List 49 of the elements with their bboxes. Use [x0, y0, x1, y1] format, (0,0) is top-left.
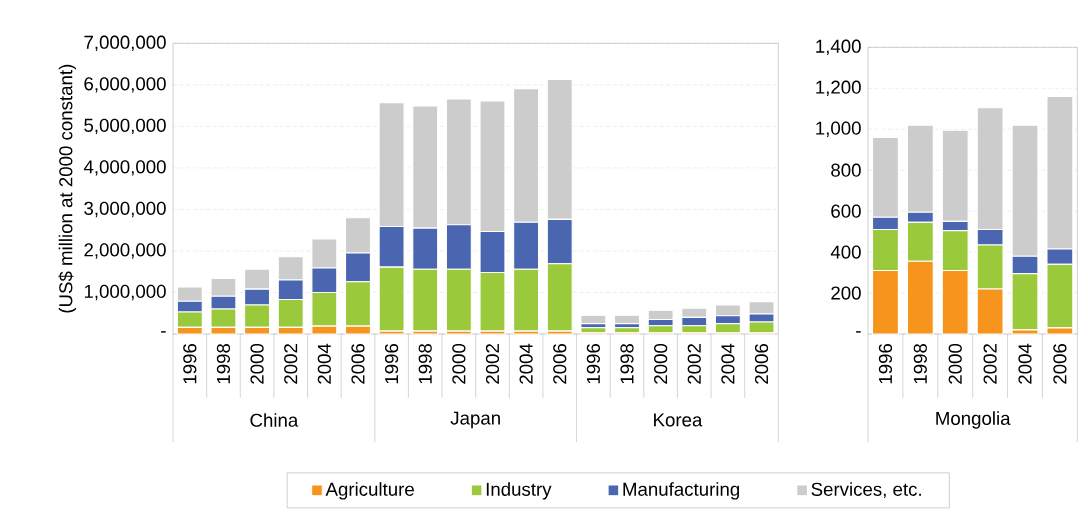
- y-tick-label: 3,000,000: [84, 201, 166, 218]
- x-tick-label: 2006: [553, 343, 567, 384]
- y-tick-label: -: [856, 331, 861, 333]
- x-tick-label: 1996: [586, 343, 600, 384]
- x-tick-label: 1998: [216, 343, 231, 384]
- legend-label: Manufacturing: [623, 482, 740, 500]
- x-tick-label: 2002: [485, 344, 500, 384]
- x-tick-label: 2004: [317, 343, 331, 384]
- x-tick-label: 2000: [948, 343, 962, 384]
- x-tick-label: 1996: [878, 343, 893, 384]
- y-tick-label: 4,000,000: [83, 160, 166, 176]
- x-tick-label: 2004: [721, 343, 735, 384]
- x-tick-label: 1996: [183, 343, 197, 384]
- y-tick-label: 1,400: [816, 39, 861, 56]
- x-tick-label: 2004: [519, 343, 533, 384]
- legend-label: Services, etc.: [811, 482, 921, 499]
- x-tick-label: 1998: [418, 343, 432, 384]
- x-tick-label: 1996: [384, 343, 399, 384]
- x-tick-label: 1998: [913, 343, 927, 384]
- y-tick-label: -: [161, 331, 166, 333]
- y-tick-label: 1,000: [816, 121, 861, 137]
- y-tick-label: 1,200: [816, 80, 861, 96]
- y-axis-title: (US$ million at 2000 constant): [58, 64, 77, 313]
- x-tick-label: 1998: [620, 343, 634, 384]
- text: Mongolia: [936, 411, 1011, 429]
- x-tick-label: 2000: [654, 343, 668, 384]
- y-tick-label: 200: [831, 286, 861, 300]
- text: Korea: [654, 413, 703, 427]
- x-tick-label: 2004: [1018, 343, 1032, 384]
- y-tick-label: 1,000,000: [84, 284, 166, 301]
- x-tick-label: 2002: [983, 344, 997, 384]
- x-tick-label: 2000: [250, 343, 264, 384]
- x-tick-label: 2002: [687, 344, 701, 384]
- y-tick-label: 7,000,000: [84, 35, 166, 52]
- y-tick-label: 400: [830, 245, 861, 259]
- y-tick-label: 2,000,000: [84, 243, 166, 259]
- x-tick-label: 2006: [351, 343, 365, 384]
- y-tick-label: 5,000,000: [84, 118, 166, 135]
- legend-label: Agriculture: [325, 482, 414, 500]
- x-tick-label: 2002: [284, 344, 298, 384]
- y-tick-label: 6,000,000: [84, 77, 166, 93]
- y-tick-label: 600: [831, 204, 861, 218]
- text: China: [250, 413, 299, 427]
- text: Japan: [450, 411, 500, 429]
- x-tick-label: 2006: [1053, 343, 1067, 384]
- legend-label: Industry: [486, 482, 552, 500]
- x-tick-label: 2000: [452, 343, 466, 384]
- x-tick-label: 2006: [754, 343, 769, 384]
- y-tick-label: 800: [831, 163, 861, 177]
